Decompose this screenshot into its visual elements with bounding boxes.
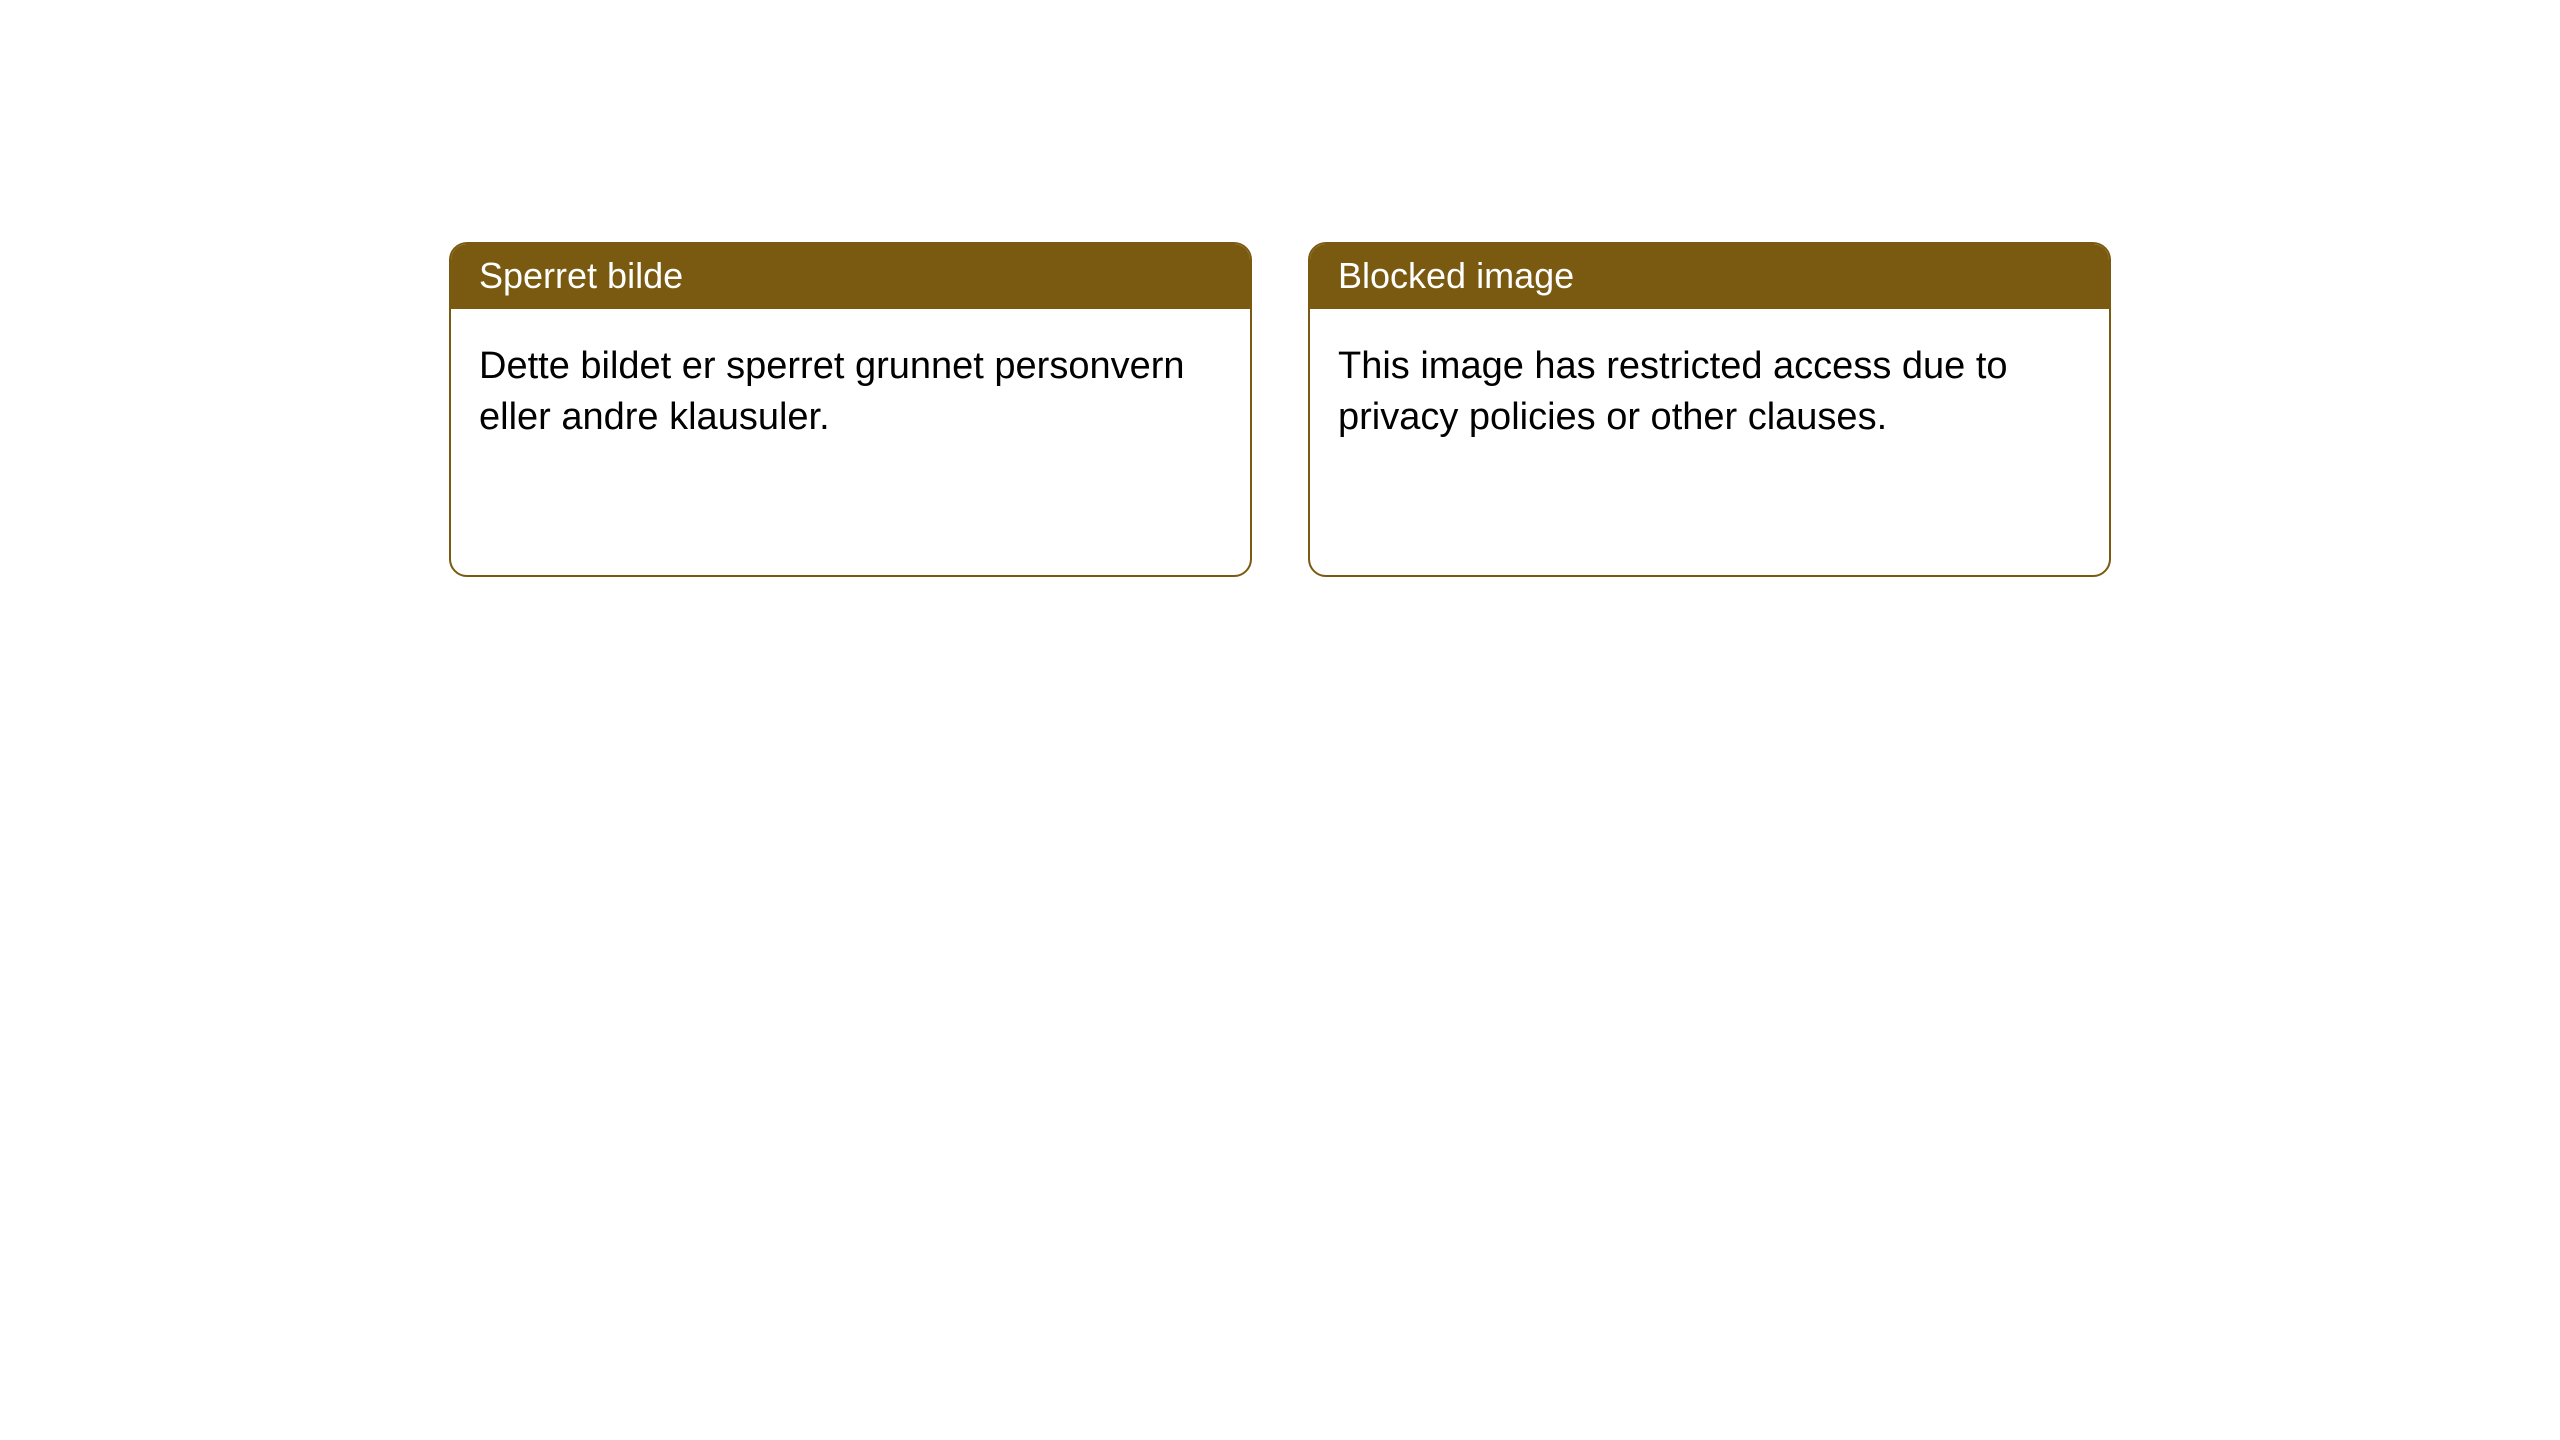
notice-card-norwegian: Sperret bilde Dette bildet er sperret gr… bbox=[449, 242, 1252, 577]
notice-title: Blocked image bbox=[1310, 244, 2109, 309]
notice-card-english: Blocked image This image has restricted … bbox=[1308, 242, 2111, 577]
notice-title: Sperret bilde bbox=[451, 244, 1250, 309]
notice-body-text: This image has restricted access due to … bbox=[1310, 309, 2109, 476]
notice-body-text: Dette bildet er sperret grunnet personve… bbox=[451, 309, 1250, 476]
notice-container: Sperret bilde Dette bildet er sperret gr… bbox=[0, 0, 2560, 577]
